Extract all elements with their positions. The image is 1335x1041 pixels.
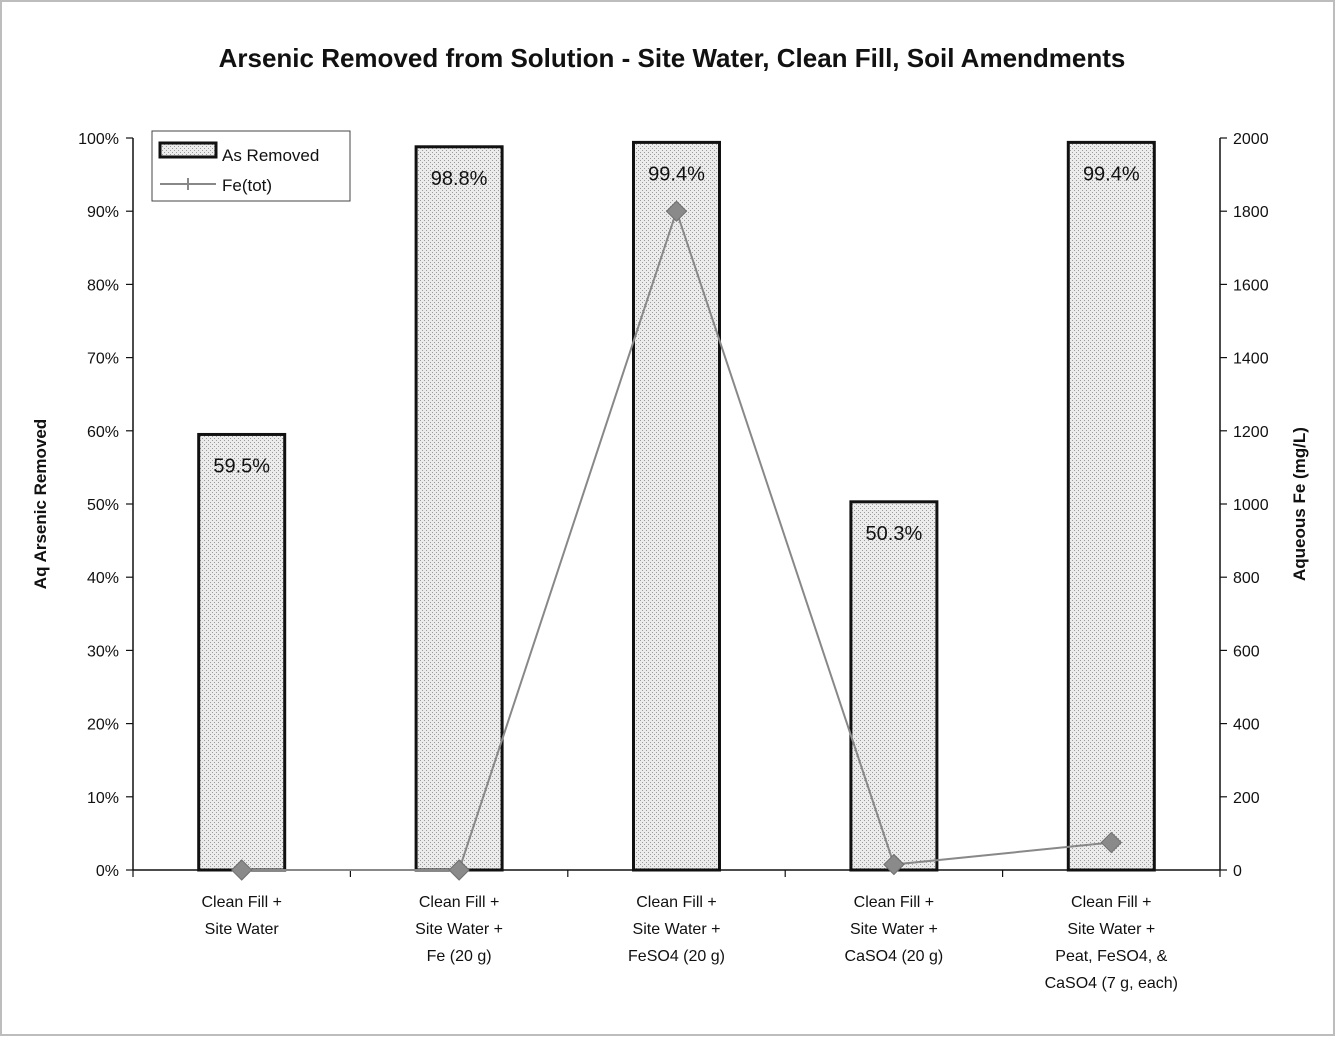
left-tick-label: 80% — [87, 277, 119, 294]
fe-point — [448, 859, 470, 881]
left-tick-label: 0% — [96, 863, 119, 880]
right-tick-label: 200 — [1233, 790, 1260, 807]
left-tick-label: 90% — [87, 204, 119, 221]
fe-point — [1100, 831, 1123, 854]
category-label: Peat, FeSO4, & — [1055, 948, 1167, 965]
right-tick-label: 2000 — [1233, 131, 1269, 148]
right-tick-label: 400 — [1233, 717, 1260, 734]
left-tick-label: 40% — [87, 570, 119, 587]
fe-point — [883, 853, 905, 876]
category-label: FeSO4 (20 g) — [628, 948, 725, 965]
category-label: Clean Fill + — [854, 894, 934, 911]
category-label: CaSO4 (20 g) — [845, 948, 944, 965]
bar-data-label: 99.4% — [648, 163, 705, 185]
bar-data-label: 99.4% — [1083, 163, 1140, 185]
bar — [197, 432, 287, 872]
bar — [632, 140, 721, 872]
category-label: Clean Fill + — [419, 894, 499, 911]
legend-label: Fe(tot) — [222, 176, 272, 195]
left-tick-label: 20% — [87, 717, 119, 734]
y-axis-title: Aq Arsenic Removed — [31, 419, 50, 589]
plot-area: 0% 10% 20% 30% 40% 50% 60% 70% 80% 90% 100% 0 200 400… — [31, 130, 1309, 992]
category-label: Clean Fill + — [636, 894, 716, 911]
bar — [1066, 140, 1156, 872]
category-label: Fe (20 g) — [427, 948, 492, 965]
right-tick-label: 800 — [1233, 570, 1260, 587]
right-tick-label: 1200 — [1233, 424, 1269, 441]
bar-data-label: 59.5% — [213, 455, 270, 477]
right-tick-label: 1600 — [1233, 277, 1269, 294]
right-tick-label: 1000 — [1233, 497, 1269, 514]
category-label: Clean Fill + — [201, 894, 281, 911]
y2-axis-title: Aqueous Fe (mg/L) — [1290, 427, 1309, 581]
right-tick-label: 1400 — [1233, 351, 1269, 368]
left-tick-label: 60% — [87, 424, 119, 441]
left-tick-label: 100% — [78, 131, 119, 148]
right-tick-label: 0 — [1233, 863, 1242, 880]
fe-point — [230, 859, 253, 881]
fe-point — [665, 200, 688, 222]
bar — [849, 500, 939, 872]
left-tick-label: 70% — [87, 351, 119, 368]
left-tick-label: 50% — [87, 497, 119, 514]
category-label: CaSO4 (7 g, each) — [1045, 975, 1178, 992]
category-label: Site Water + — [415, 921, 503, 938]
right-tick-label: 600 — [1233, 643, 1260, 660]
category-label: Site Water + — [633, 921, 721, 938]
chart-title: Arsenic Removed from Solution - Site Wat… — [219, 43, 1126, 73]
legend-label: As Removed — [222, 146, 319, 165]
right-tick-label: 1800 — [1233, 204, 1269, 221]
category-label: Clean Fill + — [1071, 894, 1151, 911]
bar-data-label: 50.3% — [866, 523, 923, 545]
left-tick-label: 10% — [87, 790, 119, 807]
category-label: Site Water + — [850, 921, 938, 938]
category-label: Site Water + — [1067, 921, 1155, 938]
category-label: Site Water — [205, 921, 280, 938]
left-tick-label: 30% — [87, 643, 119, 660]
bar-data-label: 98.8% — [431, 168, 488, 190]
legend-swatch-bar — [158, 141, 218, 159]
bar — [414, 145, 504, 872]
